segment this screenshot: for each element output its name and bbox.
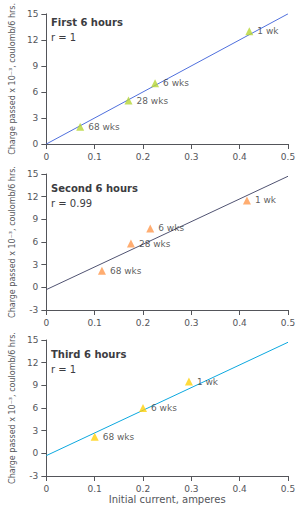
svg-text:0.3: 0.3 [184,318,198,328]
svg-text:15: 15 [27,169,38,179]
svg-text:0: 0 [43,484,49,494]
svg-text:Charge passed x 10⁻³, coulomb/: Charge passed x 10⁻³, coulomb/6 hrs. [8,332,17,484]
svg-text:Third 6 hours: Third 6 hours [51,349,126,360]
svg-text:0.4: 0.4 [233,318,248,328]
svg-text:6: 6 [33,403,39,413]
svg-text:0.2: 0.2 [136,152,150,162]
svg-text:28 wks: 28 wks [139,239,171,249]
svg-text:6: 6 [33,87,39,97]
svg-text:3: 3 [33,113,39,123]
svg-text:6: 6 [33,237,39,247]
svg-text:3: 3 [33,426,39,436]
svg-text:0.3: 0.3 [184,152,198,162]
svg-text:0.1: 0.1 [88,152,102,162]
svg-text:68 wks: 68 wks [110,266,142,276]
svg-text:Second 6 hours: Second 6 hours [51,183,138,194]
svg-text:r = 1: r = 1 [51,32,76,43]
svg-text:Initial current, amperes: Initial current, amperes [109,494,226,505]
svg-text:Charge passed x 10⁻³, coulomb/: Charge passed x 10⁻³, coulomb/6 hrs. [8,166,17,318]
svg-text:0.2: 0.2 [136,318,150,328]
svg-text:0: 0 [33,448,39,458]
svg-text:0: 0 [43,152,49,162]
svg-text:0.2: 0.2 [136,484,150,494]
svg-text:Charge passed x 10⁻³, coulomb/: Charge passed x 10⁻³, coulomb/6 hrs. [8,3,17,155]
svg-text:-3: -3 [29,471,38,481]
svg-text:First 6 hours: First 6 hours [51,17,123,28]
svg-text:6 wks: 6 wks [163,78,189,88]
svg-text:0.4: 0.4 [233,152,248,162]
svg-text:0: 0 [33,139,39,149]
svg-text:0.5: 0.5 [281,318,295,328]
svg-text:1 wk: 1 wk [255,195,277,205]
svg-text:68 wks: 68 wks [88,122,120,132]
svg-text:0.5: 0.5 [281,152,295,162]
svg-text:15: 15 [27,335,38,345]
svg-text:0: 0 [43,318,49,328]
svg-text:3: 3 [33,260,39,270]
svg-text:1 wk: 1 wk [197,377,219,387]
svg-text:68 wks: 68 wks [103,432,135,442]
svg-text:0.1: 0.1 [88,318,102,328]
svg-text:28 wks: 28 wks [137,96,169,106]
svg-text:0.1: 0.1 [88,484,102,494]
svg-text:1 wk: 1 wk [257,26,279,36]
svg-text:0: 0 [33,282,39,292]
svg-text:0.5: 0.5 [281,484,295,494]
svg-text:9: 9 [33,214,39,224]
svg-text:12: 12 [27,192,38,202]
svg-text:0.3: 0.3 [184,484,198,494]
svg-text:6 wks: 6 wks [151,403,177,413]
svg-text:6 wks: 6 wks [158,223,184,233]
svg-text:12: 12 [27,35,38,45]
svg-text:r = 1: r = 1 [51,364,76,375]
svg-text:15: 15 [27,9,38,19]
svg-text:-3: -3 [29,305,38,315]
svg-text:0.4: 0.4 [233,484,248,494]
svg-text:9: 9 [33,380,39,390]
svg-text:9: 9 [33,61,39,71]
svg-text:12: 12 [27,358,38,368]
svg-text:r = 0.99: r = 0.99 [51,198,92,209]
